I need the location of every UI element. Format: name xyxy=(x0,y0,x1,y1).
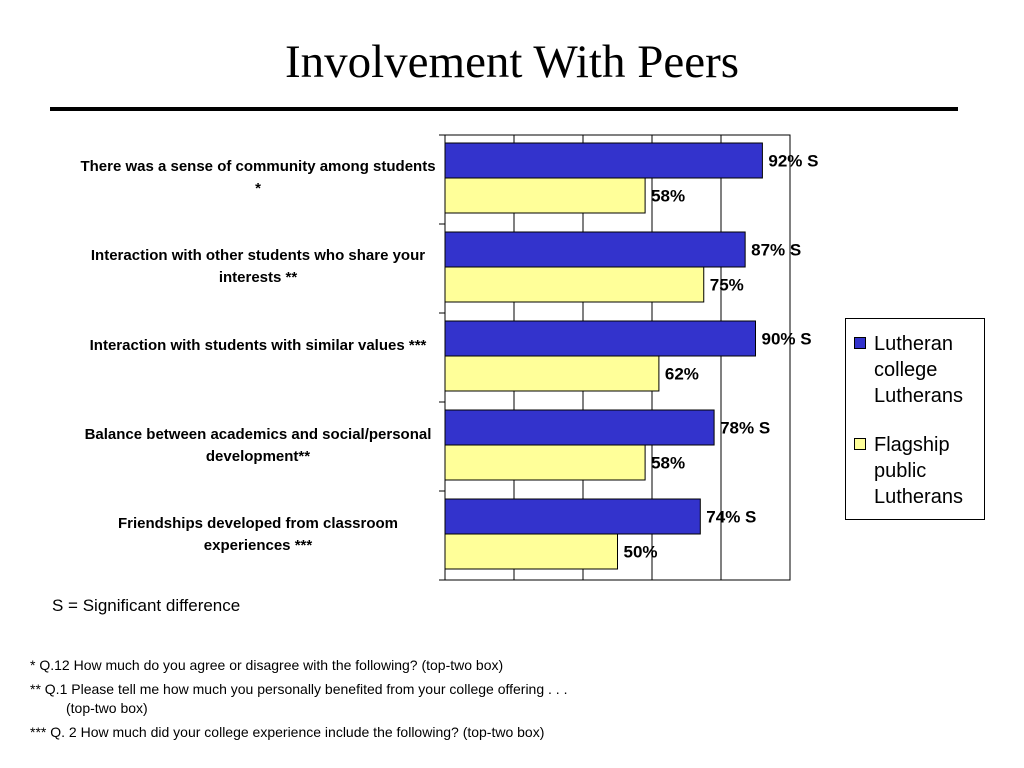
bar-series2 xyxy=(444,444,646,481)
page-title: Involvement With Peers xyxy=(284,36,740,88)
chart-legend: Lutheran college Lutherans Flagship publ… xyxy=(845,318,985,520)
category-label-5: Friendships developed from classroom exp… xyxy=(117,515,399,554)
data-label-series1: 87% S xyxy=(751,241,801,260)
plot-frame xyxy=(444,134,791,581)
data-label-series2: 50% xyxy=(624,543,658,562)
data-label-series2: 75% xyxy=(710,276,744,295)
data-label-series2: 62% xyxy=(665,365,699,384)
legend-label-series1: Lutheran college Lutherans xyxy=(874,331,986,409)
footnote-q1: ** Q.1 Please tell me how much you perso… xyxy=(30,681,568,697)
category-label-1: There was a sense of community among stu… xyxy=(80,158,436,197)
category-label-4: Balance between academics and social/per… xyxy=(84,426,432,465)
legend-swatch-series1 xyxy=(854,337,866,349)
legend-label-line: Lutherans xyxy=(874,486,963,508)
bar-series2 xyxy=(444,355,660,392)
legend-label-line: public xyxy=(874,460,927,482)
legend-label-series2: Flagship public Lutherans xyxy=(874,432,986,510)
bar-series2 xyxy=(444,266,705,303)
title-divider xyxy=(50,107,958,111)
bar-series1 xyxy=(444,142,763,179)
bar-series1 xyxy=(444,320,756,357)
footnote-q2: *** Q. 2 How much did your college exper… xyxy=(30,724,545,740)
bar-series1 xyxy=(444,409,715,446)
bar-series2 xyxy=(444,177,646,214)
data-label-series1: 74% S xyxy=(706,508,756,527)
significance-note: S = Significant difference xyxy=(52,596,241,615)
bar-chart: 92% S 58% 87% S 75% 90% S 62% 78% S 58% 74% S 50% xyxy=(439,134,818,581)
bar-series1 xyxy=(444,231,746,268)
legend-swatch-series2 xyxy=(854,438,866,450)
footnote-q1-continued: (top-two box) xyxy=(66,700,148,716)
legend-label-line: college xyxy=(874,359,938,381)
footnote-q12: * Q.12 How much do you agree or disagree… xyxy=(30,657,504,673)
category-label-3: Interaction with students with similar v… xyxy=(89,337,427,354)
data-label-series1: 92% S xyxy=(768,152,818,171)
data-label-series1: 90% S xyxy=(762,330,812,349)
category-label-2: Interaction with other students who shar… xyxy=(90,247,426,286)
bar-series2 xyxy=(444,533,618,570)
legend-label-line: Lutherans xyxy=(874,385,963,407)
data-label-series2: 58% xyxy=(651,187,685,206)
legend-label-line: Flagship xyxy=(874,434,950,456)
bar-series1 xyxy=(444,498,701,535)
data-label-series1: 78% S xyxy=(720,419,770,438)
legend-label-line: Lutheran xyxy=(874,333,953,355)
data-label-series2: 58% xyxy=(651,454,685,473)
